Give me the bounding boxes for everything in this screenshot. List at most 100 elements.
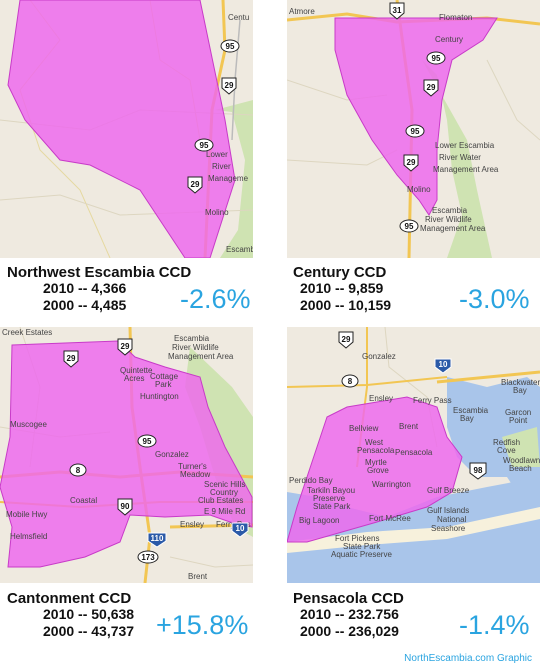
map-label: Cottage — [150, 372, 179, 381]
svg-text:29: 29 — [225, 81, 234, 90]
route-shield-icon: 95 — [220, 39, 240, 53]
map-label: Cove — [497, 446, 516, 455]
svg-text:95: 95 — [226, 42, 235, 51]
map-label: West — [365, 438, 384, 447]
map-label: Ferry Pass — [413, 396, 452, 405]
panel-northwest-escambia: Centu Lower River Manageme Molino Escamb… — [0, 0, 253, 322]
svg-text:10: 10 — [439, 360, 448, 369]
map-label: Escambi — [226, 245, 253, 254]
svg-text:173: 173 — [141, 553, 155, 562]
population-2010: 2010 -- 9,859 — [300, 280, 384, 296]
map-label: Ensley — [180, 520, 204, 529]
map-label: Gonzalez — [155, 450, 189, 459]
map-label: Fort McRee — [369, 514, 411, 523]
map-century: Atmore Flomaton Century Lower Escambia R… — [287, 0, 540, 258]
map-label: Escambia — [174, 334, 210, 343]
map-label: River — [212, 162, 231, 171]
graphic-credit: NorthEscambia.com Graphic — [404, 653, 532, 664]
svg-text:98: 98 — [474, 466, 483, 475]
svg-text:95: 95 — [432, 54, 441, 63]
map-label: Country — [210, 488, 238, 497]
map-label: Management Area — [433, 165, 499, 174]
map-cantonment: Creek Estates Escambia River Wildlife Ma… — [0, 327, 253, 583]
route-shield-icon: 110 — [147, 532, 167, 548]
map-pensacola: Gonzalez Ensley Ferry Pass Escambia Bay … — [287, 327, 540, 583]
map-label: Turner's — [178, 462, 207, 471]
map-label: Management Area — [168, 352, 234, 361]
map-label: Beach — [509, 464, 532, 473]
route-shield-icon: 10 — [434, 358, 452, 374]
map-label: Escambia — [432, 206, 468, 215]
map-label: Escambia — [453, 406, 489, 415]
population-change: +15.8% — [156, 610, 249, 640]
map-label: Club Estates — [198, 496, 243, 505]
route-shield-icon: 95 — [194, 138, 214, 152]
panel-cantonment: Creek Estates Escambia River Wildlife Ma… — [0, 327, 253, 670]
map-label: Tarkiln Bayou — [307, 486, 355, 495]
svg-text:29: 29 — [427, 83, 436, 92]
map-label: Muscogee — [10, 420, 47, 429]
route-shield-icon: 90 — [117, 498, 133, 516]
map-label: Lower — [206, 150, 228, 159]
population-2000: 2000 -- 4,485 — [43, 297, 127, 313]
region-title: Pensacola CCD — [293, 590, 404, 607]
map-label: Point — [509, 416, 528, 425]
map-label: Quintette — [120, 366, 153, 375]
route-shield-icon: 98 — [469, 462, 487, 480]
population-change: -1.4% — [459, 610, 530, 640]
population-2000: 2000 -- 236,029 — [300, 623, 399, 639]
map-label: Molino — [205, 208, 229, 217]
map-label: Perdido Bay — [289, 476, 333, 485]
map-label: Garcon — [505, 408, 531, 417]
svg-text:95: 95 — [143, 437, 152, 446]
map-label: River Wildlife — [425, 215, 472, 224]
map-label: Acres — [124, 374, 144, 383]
map-label: Warrington — [372, 480, 411, 489]
map-label: Pensacola — [395, 448, 433, 457]
map-label: Management Area — [420, 224, 486, 233]
route-shield-icon: 29 — [338, 331, 354, 349]
map-label: Bay — [460, 414, 474, 423]
svg-text:95: 95 — [200, 141, 209, 150]
map-label: Park — [155, 380, 172, 389]
map-label: Woodlawn — [503, 456, 540, 465]
map-label: Centu — [228, 13, 249, 22]
svg-text:29: 29 — [342, 335, 351, 344]
map-label: Seashore — [431, 524, 466, 533]
population-change: -2.6% — [180, 284, 251, 314]
svg-text:29: 29 — [407, 158, 416, 167]
route-shield-icon: 173 — [137, 550, 159, 564]
panel-century: Atmore Flomaton Century Lower Escambia R… — [287, 0, 540, 322]
route-shield-icon: 29 — [187, 176, 203, 194]
route-shield-icon: 95 — [426, 51, 446, 65]
route-shield-icon: 29 — [221, 77, 237, 95]
map-label: Pensacola — [357, 446, 395, 455]
map-label: Scenic Hills — [204, 480, 245, 489]
svg-text:29: 29 — [191, 180, 200, 189]
route-shield-icon: 29 — [403, 154, 419, 172]
population-2000: 2000 -- 10,159 — [300, 297, 392, 313]
svg-text:110: 110 — [151, 534, 164, 543]
svg-text:95: 95 — [411, 127, 420, 136]
route-shield-icon: 31 — [389, 2, 405, 20]
route-shield-icon: 95 — [399, 219, 419, 233]
map-label: Flomaton — [439, 13, 472, 22]
route-shield-icon: 8 — [69, 463, 87, 477]
population-2000: 2000 -- 43,737 — [43, 623, 135, 639]
map-label: National — [437, 515, 467, 524]
map-label: E 9 Mile Rd — [204, 507, 245, 516]
map-label: Big Lagoon — [299, 516, 339, 525]
route-shield-icon: 10 — [231, 522, 249, 538]
map-label: Redfish — [493, 438, 520, 447]
route-shield-icon: 8 — [341, 374, 359, 388]
map-label: Manageme — [208, 174, 249, 183]
map-label: Molino — [407, 185, 431, 194]
map-label: River Water — [439, 153, 481, 162]
map-northwest-escambia: Centu Lower River Manageme Molino Escamb… — [0, 0, 253, 258]
map-label: Myrtle — [365, 458, 387, 467]
route-shield-icon: 29 — [117, 338, 133, 356]
map-label: Mobile Hwy — [6, 510, 47, 519]
region-title: Cantonment CCD — [7, 590, 132, 607]
map-label: Gulf Islands — [427, 506, 469, 515]
route-shield-icon: 95 — [405, 124, 425, 138]
